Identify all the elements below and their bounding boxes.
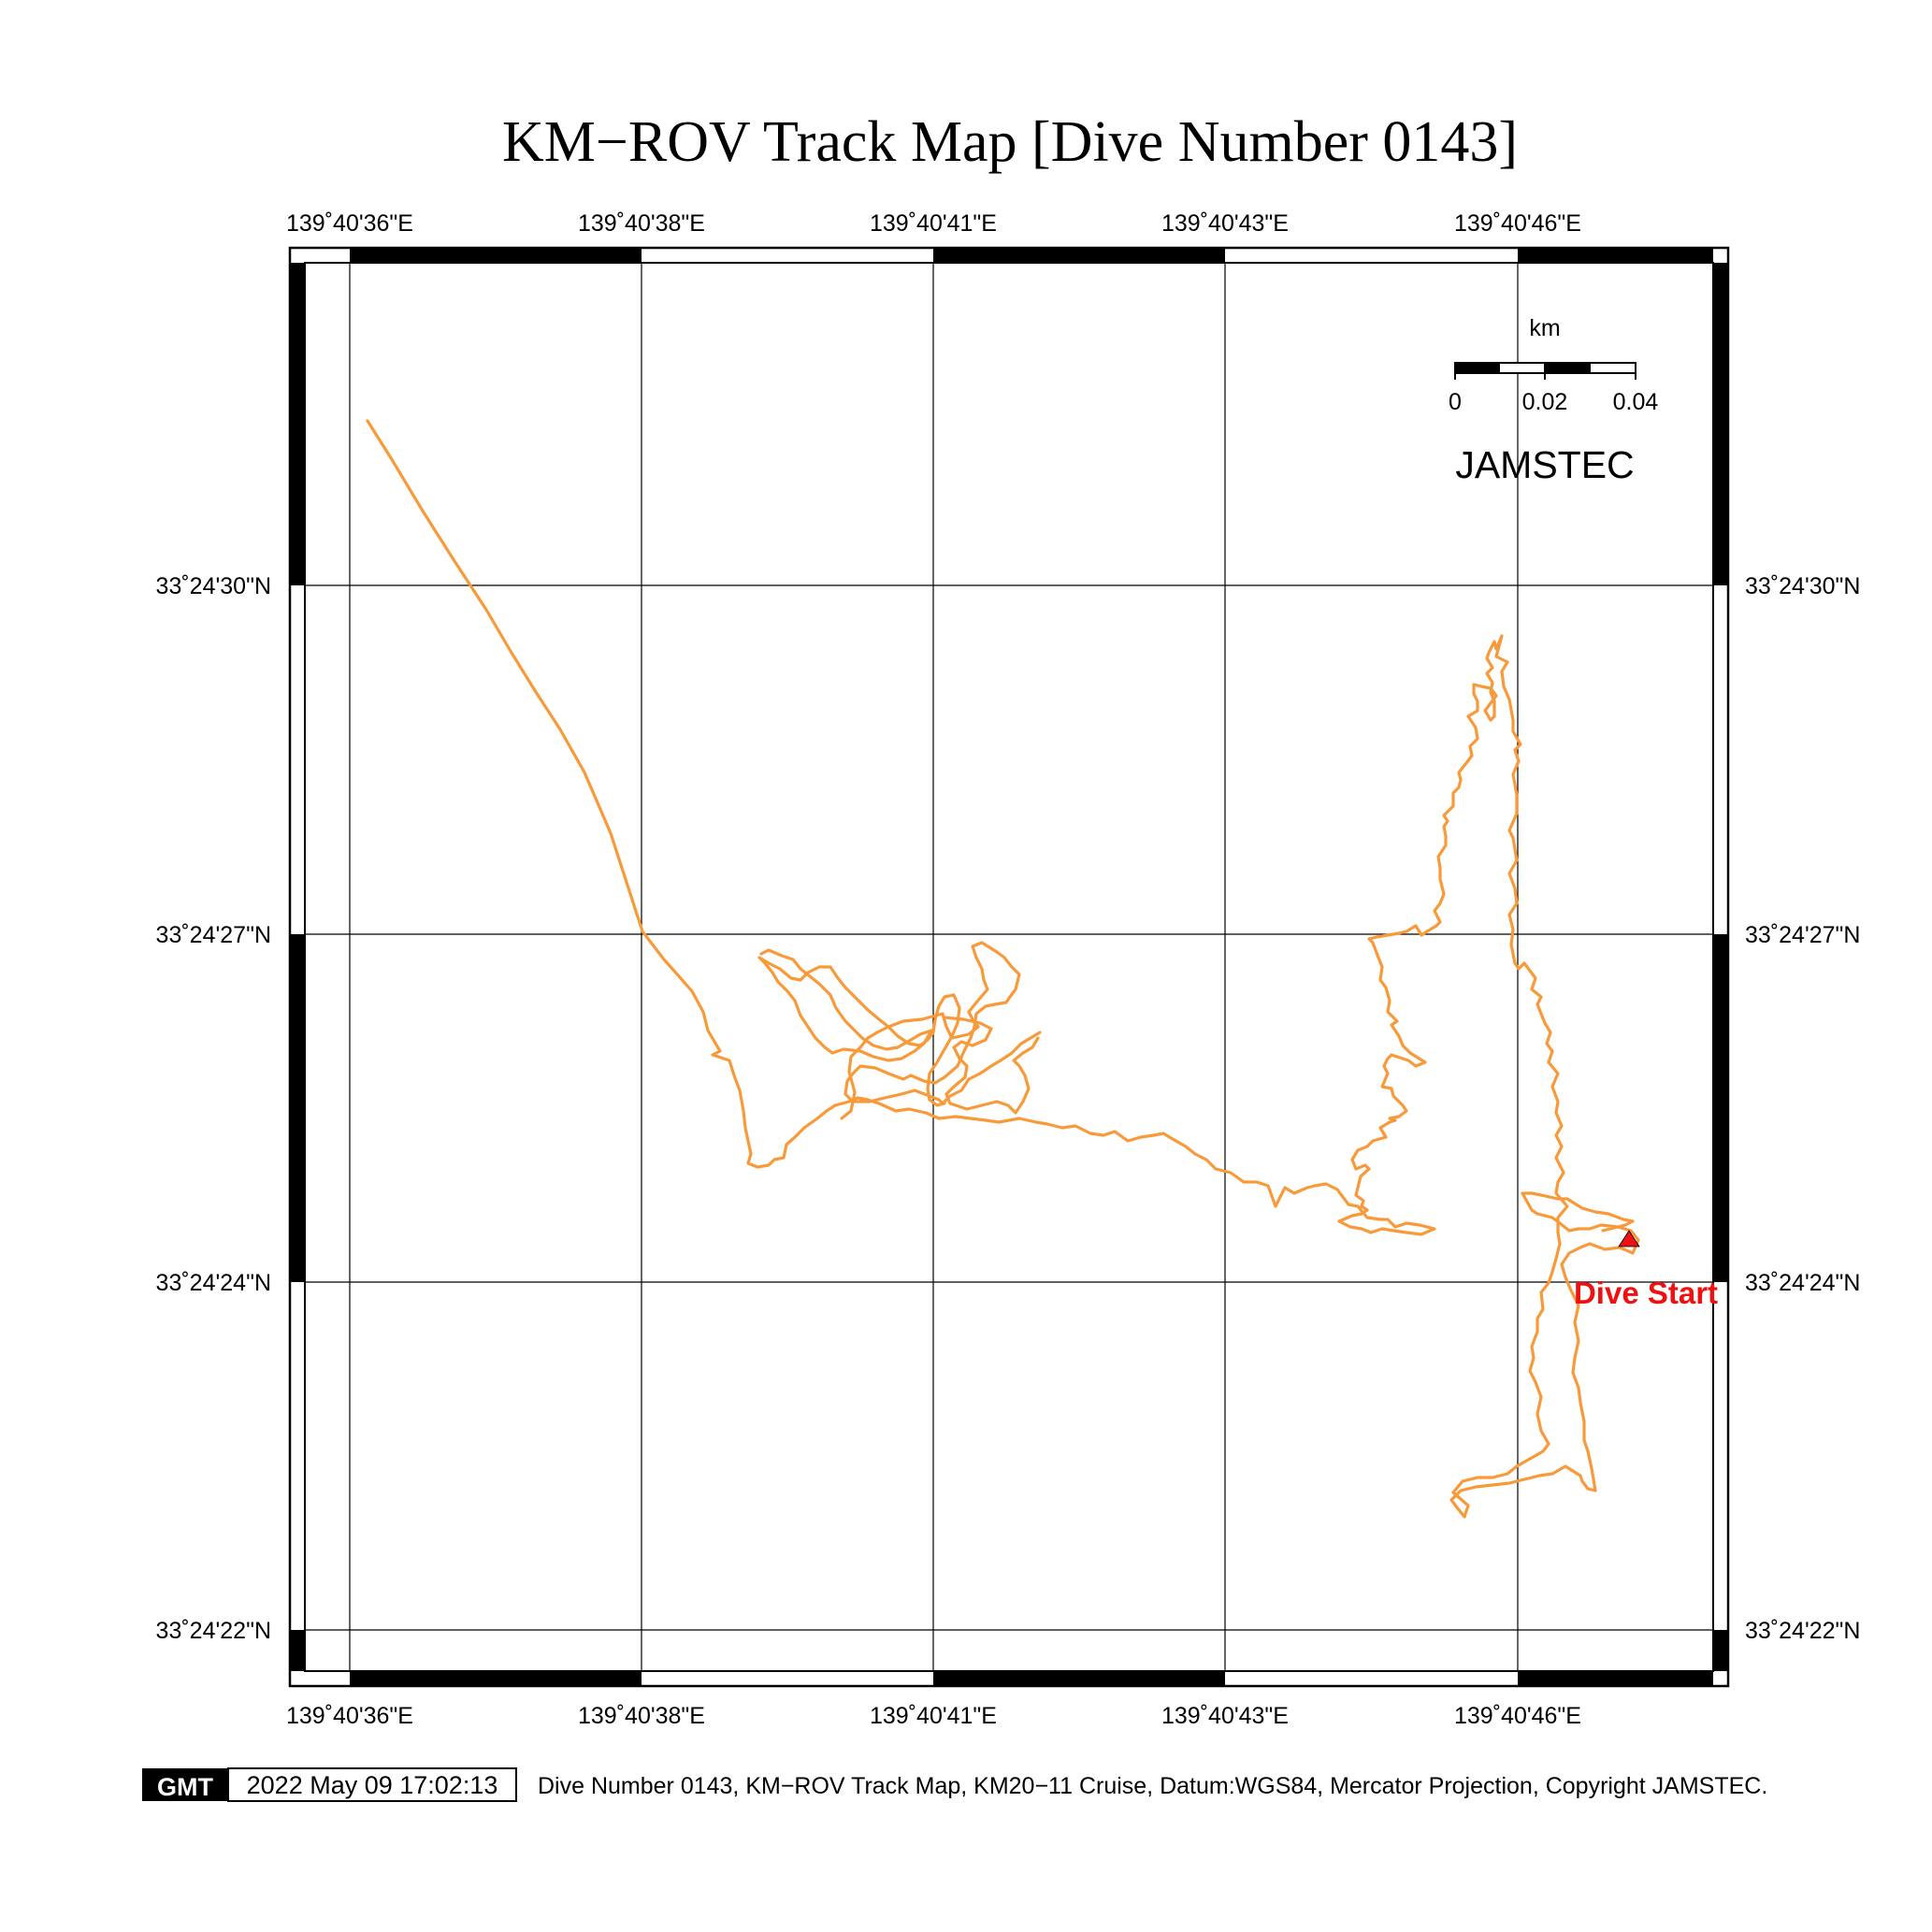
scale-bar-unit: km [1529,315,1560,341]
frame-segment [1713,263,1728,585]
footer: GMT 2022 May 09 17:02:13 Dive Number 014… [142,1767,1767,1802]
gmt-logo-text: GMT [157,1773,213,1801]
organization-label: JAMSTEC [1455,443,1634,486]
frame-segment [350,248,642,263]
timestamp-box [227,1767,517,1802]
longitude-labels-top: 139˚40'36"E 139˚40'38"E 139˚40'41"E 139˚… [286,210,1581,237]
lon-tick-label: 139˚40'38"E [578,210,705,237]
scale-bar-segment [1455,363,1500,373]
lat-tick-label: 33˚24'22"N [156,1618,271,1644]
lat-tick-label: 33˚24'27"N [1745,922,1860,948]
dive-start-label: Dive Start [1574,1276,1718,1310]
lat-tick-label: 33˚24'30"N [156,573,271,599]
lat-tick-label: 33˚24'24"N [1745,1270,1860,1296]
scale-bar-segment [1545,363,1591,373]
lon-tick-label: 139˚40'36"E [286,210,413,237]
scale-bar-label: 0.04 [1613,389,1659,415]
lon-tick-label: 139˚40'43"E [1161,210,1289,237]
scale-bar-label: 0 [1449,389,1462,415]
lon-tick-label: 139˚40'36"E [286,1703,413,1729]
dive-start-marker: Dive Start [1574,1230,1718,1310]
scale-bar: km 0 0.02 0.04 [1449,315,1658,415]
timestamp: 2022 May 09 17:02:13 [247,1771,498,1799]
scale-bar-label: 0.02 [1522,389,1568,415]
gmt-logo [142,1768,228,1801]
frame-segment [1518,248,1713,263]
frame-segment [933,1671,1225,1686]
map-title: KM−ROV Track Map [Dive Number 0143] [502,110,1518,174]
lon-tick-label: 139˚40'46"E [1454,210,1581,237]
latitude-labels-left: 33˚24'30"N 33˚24'27"N 33˚24'24"N 33˚24'2… [156,573,271,1644]
frame-segment [350,1671,642,1686]
lat-tick-label: 33˚24'27"N [156,922,271,948]
frame-segment [290,263,305,585]
map-frame [288,246,1730,1688]
rov-track-loops [757,948,961,1107]
lon-tick-label: 139˚40'41"E [870,1703,997,1729]
lon-tick-label: 139˚40'41"E [870,210,997,237]
rov-track-line [366,419,1640,1519]
frame-segment [933,248,1225,263]
frame-segment [1518,1671,1713,1686]
frame-segment [290,1630,305,1671]
frame-segment [1713,934,1728,1282]
lat-tick-label: 33˚24'30"N [1745,573,1860,599]
lon-tick-label: 139˚40'38"E [578,1703,705,1729]
frame-segment [1713,1630,1728,1671]
rov-track-loops [840,941,1042,1120]
rov-track-loops [943,1016,1040,1115]
longitude-labels-bottom: 139˚40'36"E 139˚40'38"E 139˚40'41"E 139˚… [286,1703,1581,1729]
footer-caption: Dive Number 0143, KM−ROV Track Map, KM20… [538,1773,1767,1799]
dive-start-triangle-icon [1618,1230,1640,1247]
latitude-labels-right: 33˚24'30"N 33˚24'27"N 33˚24'24"N 33˚24'2… [1745,573,1860,1644]
frame-segment [290,934,305,1282]
lat-tick-label: 33˚24'22"N [1745,1618,1860,1644]
lat-tick-label: 33˚24'24"N [156,1270,271,1296]
lon-tick-label: 139˚40'46"E [1454,1703,1581,1729]
lon-tick-label: 139˚40'43"E [1161,1703,1289,1729]
